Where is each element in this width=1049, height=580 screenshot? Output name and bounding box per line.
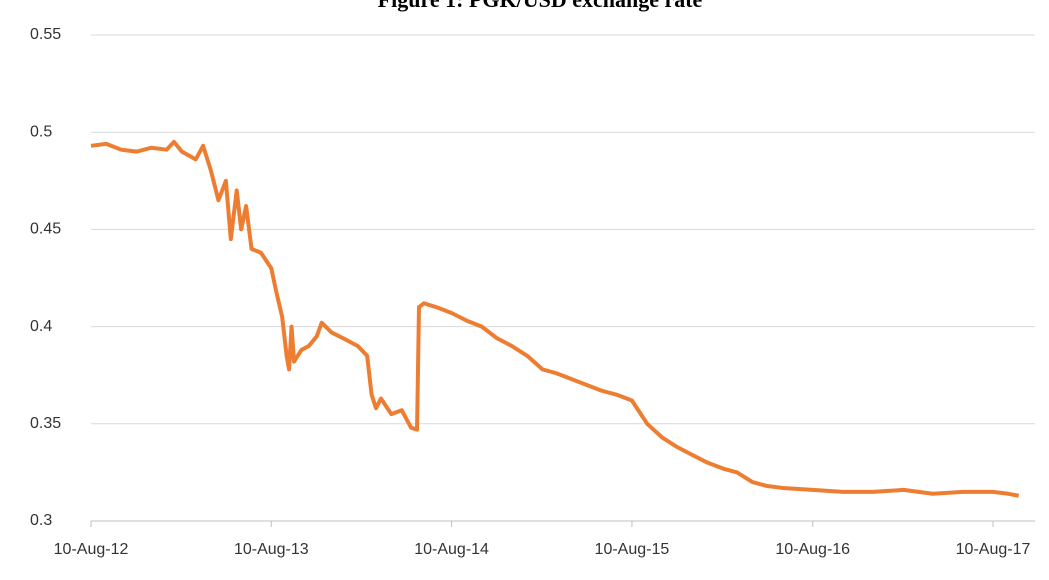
x-tick-label: 10-Aug-13 [234, 541, 309, 558]
chart-title: Figure 1: PGK/USD exchange rate [378, 0, 703, 12]
y-tick-label: 0.5 [30, 123, 52, 140]
y-tick-label: 0.3 [30, 512, 52, 529]
x-tick-label: 10-Aug-12 [54, 541, 129, 558]
x-tick-label: 10-Aug-16 [775, 541, 850, 558]
y-tick-label: 0.55 [30, 26, 61, 43]
x-tick-label: 10-Aug-15 [595, 541, 670, 558]
y-tick-label: 0.4 [30, 318, 52, 335]
y-tick-label: 0.35 [30, 415, 61, 432]
data-line [90, 139, 1020, 498]
x-tick-label: 10-Aug-14 [414, 541, 489, 558]
y-tick-label: 0.45 [30, 221, 61, 238]
x-tick-label: 10-Aug-17 [956, 541, 1031, 558]
